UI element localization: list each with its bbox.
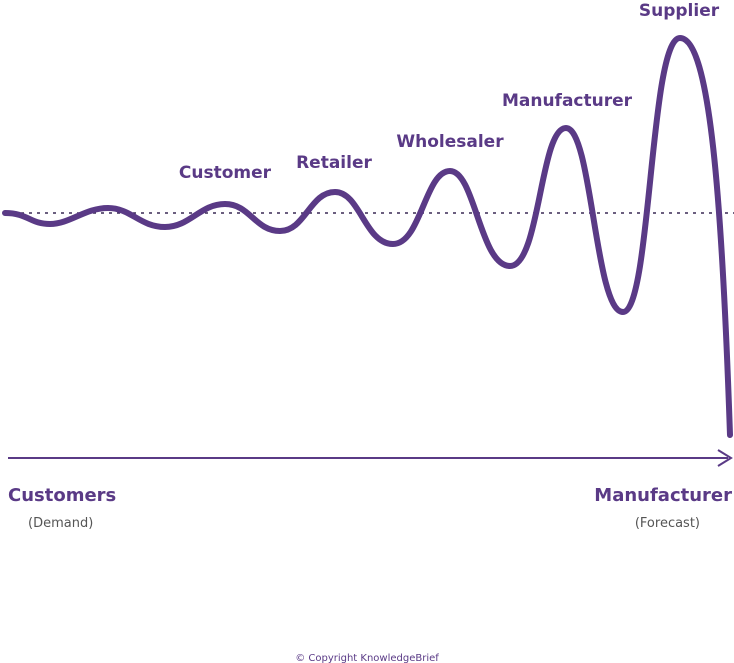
axis-right-subtitle: (Forecast) (635, 516, 700, 531)
bullwhip-wave (2, 34, 733, 438)
stage-label: Customer (179, 163, 272, 183)
stage-label: Supplier (639, 1, 720, 21)
axis-right-title: Manufacturer (594, 485, 732, 506)
arrow-head (717, 449, 733, 467)
stage-label: Wholesaler (396, 132, 504, 152)
axis-left-subtitle: (Demand) (28, 516, 93, 531)
stage-label: Manufacturer (502, 91, 633, 111)
axis-left-title: Customers (8, 485, 116, 506)
footer: © Copyright KnowledgeBrief (295, 653, 439, 663)
stage-label: Retailer (296, 153, 372, 173)
